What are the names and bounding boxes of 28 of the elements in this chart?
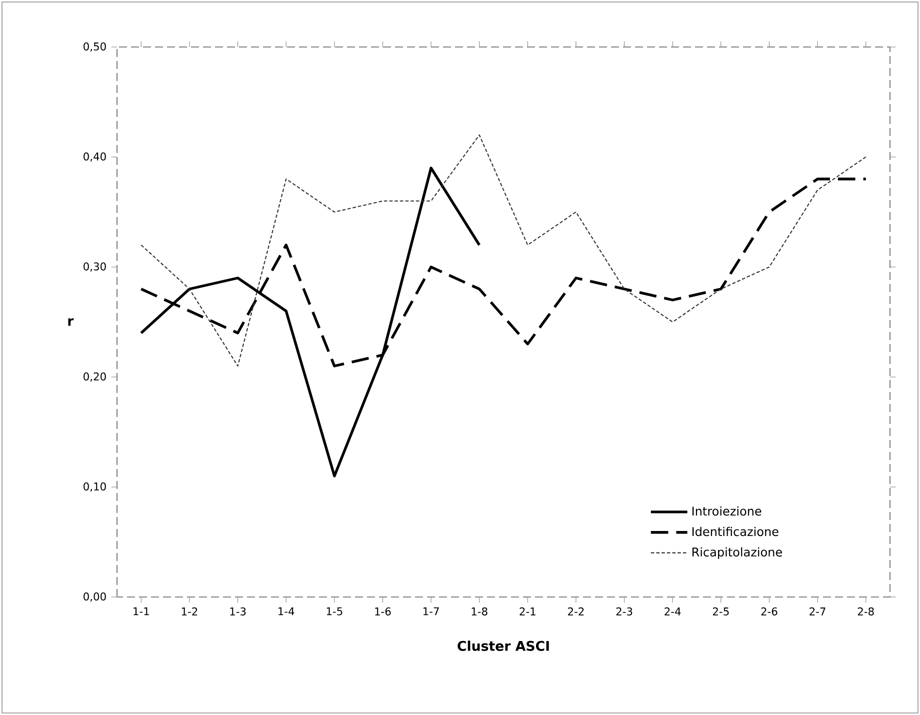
x-tick-label: 1-8 — [472, 607, 488, 616]
legend-label: Ricapitolazione — [692, 547, 782, 559]
y-tick-label: 0,10 — [84, 482, 106, 492]
x-tick-label: 1-5 — [326, 607, 342, 616]
x-tick-label: 1-4 — [278, 607, 294, 616]
x-tick-label: 1-2 — [182, 607, 198, 616]
x-tick-label: 1-1 — [134, 607, 149, 616]
x-tick-label: 2-2 — [568, 607, 584, 616]
line-series — [140, 134, 866, 367]
x-tick-label: 2-8 — [858, 607, 874, 616]
x-tick-label: 1-6 — [375, 607, 391, 616]
x-tick-label: 2-6 — [761, 607, 778, 616]
y-tick-label: 0,50 — [84, 42, 106, 52]
y-tick-label: 0,40 — [84, 152, 106, 162]
x-tick-label: 2-1 — [520, 607, 536, 616]
x-tick-label: 2-7 — [810, 607, 826, 616]
x-axis-title: Cluster ASCI — [458, 640, 549, 651]
x-tick-label: 1-7 — [423, 607, 439, 616]
x-tick-label: 2-5 — [712, 607, 729, 616]
legend-label: Introiezione — [692, 506, 762, 516]
y-axis-title: r — [68, 318, 74, 326]
y-tick-label: 0,30 — [84, 262, 106, 272]
x-tick-label: 2-4 — [664, 607, 681, 616]
legend-label: Identificazione — [692, 526, 778, 536]
y-tick-label: 0,20 — [84, 372, 106, 382]
y-tick-label: 0,00 — [84, 592, 106, 602]
x-tick-label: 2-3 — [616, 607, 632, 616]
x-tick-label: 1-3 — [230, 607, 246, 616]
